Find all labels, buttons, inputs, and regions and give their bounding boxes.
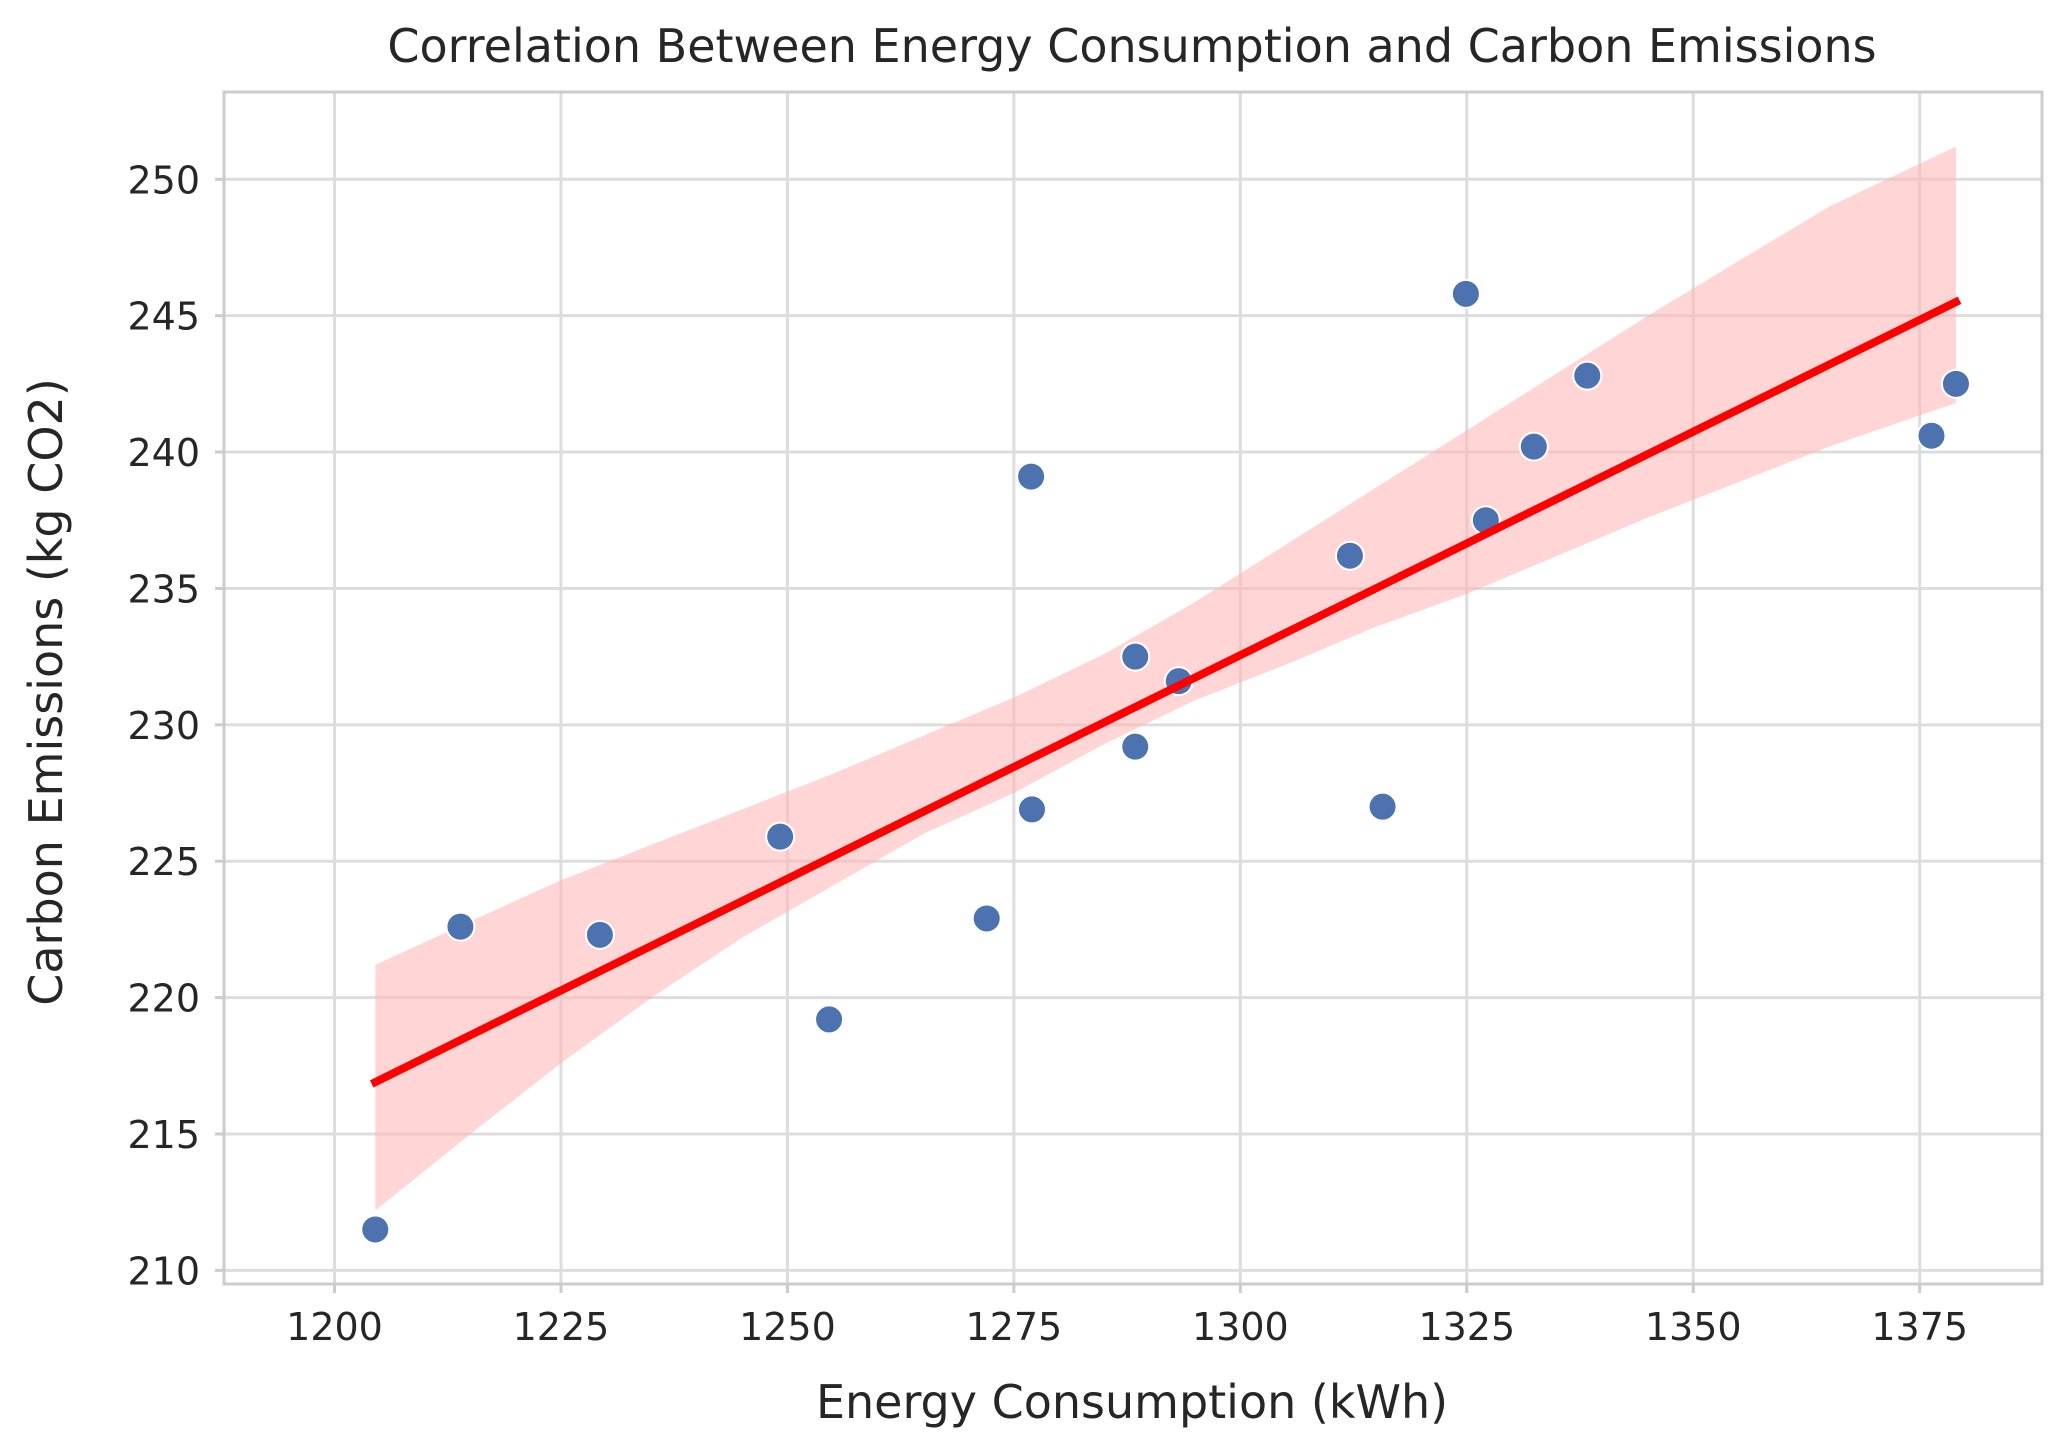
data-point (1518, 431, 1549, 462)
x-tick-label: 1250 (739, 1305, 836, 1349)
data-point (1367, 791, 1398, 822)
y-tick-label: 230 (127, 704, 200, 748)
data-point (1916, 420, 1947, 451)
x-tick-label: 1200 (286, 1305, 383, 1349)
y-tick-label: 220 (127, 977, 200, 1021)
data-point (1450, 278, 1481, 309)
y-tick-label: 245 (127, 295, 200, 339)
data-point (765, 821, 796, 852)
data-point (1334, 540, 1365, 571)
y-tick-labels: 210 215 220 225 230 235 240 245 250 (127, 158, 224, 1293)
data-point (584, 919, 615, 950)
y-tick-label: 225 (127, 840, 200, 884)
x-tick-label: 1300 (1192, 1305, 1289, 1349)
x-axis-label: Energy Consumption (kWh) (816, 1375, 1448, 1429)
y-tick-label: 210 (127, 1249, 200, 1293)
regression-line-layer (369, 296, 1962, 1088)
data-point (1017, 794, 1047, 825)
data-point (1120, 731, 1151, 762)
x-tick-label: 1275 (966, 1305, 1063, 1349)
data-point (1572, 360, 1603, 391)
chart-title: Correlation Between Energy Consumption a… (387, 19, 1876, 73)
y-tick-label: 215 (127, 1113, 200, 1157)
data-point (445, 911, 476, 942)
x-tick-label: 1350 (1645, 1305, 1742, 1349)
data-point (814, 1004, 845, 1035)
points-layer (360, 278, 1971, 1245)
x-tick-label: 1375 (1871, 1305, 1968, 1349)
y-tick-label: 250 (127, 158, 200, 202)
data-point (360, 1214, 391, 1245)
x-tick-labels: 1200 1225 1250 1275 1300 1325 1350 1375 (286, 1284, 1968, 1349)
data-point (1940, 368, 1971, 399)
y-tick-label: 235 (127, 567, 200, 611)
regression-line (369, 296, 1962, 1088)
data-point (1016, 461, 1047, 492)
data-point (1120, 641, 1151, 672)
y-tick-label: 240 (127, 431, 200, 475)
y-axis-label: Carbon Emissions (kg CO2) (19, 378, 73, 1006)
data-point (971, 903, 1002, 934)
x-tick-label: 1225 (513, 1305, 610, 1349)
plot-frame (222, 90, 2044, 1286)
x-tick-label: 1325 (1418, 1305, 1515, 1349)
